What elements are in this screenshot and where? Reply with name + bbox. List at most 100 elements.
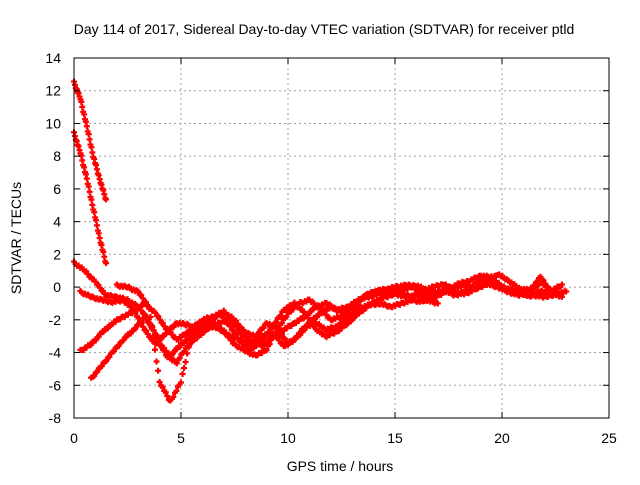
data-point <box>283 313 290 320</box>
data-point <box>95 333 102 340</box>
data-point <box>161 348 168 355</box>
data-point <box>141 312 148 319</box>
data-point <box>86 136 93 143</box>
data-point <box>265 329 272 336</box>
data-point <box>308 319 315 326</box>
data-point <box>179 370 186 377</box>
data-point <box>91 372 98 379</box>
data-point <box>182 358 189 365</box>
data-point <box>171 348 178 355</box>
x-tick-label: 15 <box>387 430 403 446</box>
data-point <box>147 334 154 341</box>
data-point <box>275 327 282 334</box>
data-point <box>132 325 139 332</box>
y-tick-label: 14 <box>45 50 61 66</box>
data-point <box>93 217 100 224</box>
axes: 0 5 10 15 20 25 -8 -6 -4 -2 0 2 4 6 8 10 12 14 <box>45 50 617 446</box>
data-point <box>164 393 171 400</box>
data-point <box>103 196 110 203</box>
data-point <box>281 335 288 342</box>
y-tick-label: 2 <box>53 246 61 262</box>
data-point <box>155 367 162 374</box>
data-point <box>278 320 285 327</box>
data-point <box>234 335 241 342</box>
data-point <box>83 123 90 130</box>
data-point <box>143 327 150 334</box>
data-points <box>71 78 570 404</box>
data-point <box>93 222 100 229</box>
data-point <box>277 312 284 319</box>
data-point <box>138 320 145 327</box>
data-point <box>563 288 570 295</box>
data-point <box>178 379 184 386</box>
data-point <box>155 313 162 320</box>
data-point <box>184 350 191 357</box>
data-point <box>263 347 270 354</box>
data-point <box>187 335 194 342</box>
data-point <box>92 337 99 344</box>
data-point <box>142 299 149 306</box>
data-point <box>86 188 93 195</box>
data-point <box>145 304 152 311</box>
x-tick-label: 0 <box>70 430 78 446</box>
data-point <box>148 325 155 332</box>
data-point <box>88 196 95 203</box>
data-point <box>85 131 92 138</box>
data-point <box>230 327 237 334</box>
y-tick-label: 4 <box>53 214 61 230</box>
data-point <box>176 355 183 362</box>
data-point <box>260 335 267 342</box>
data-point <box>103 358 110 365</box>
plot-frame <box>73 57 610 419</box>
data-point <box>181 364 188 371</box>
data-point <box>98 363 105 370</box>
x-tick-label: 5 <box>177 430 185 446</box>
data-point <box>170 394 177 401</box>
data-point <box>558 281 565 288</box>
data-point <box>301 326 308 333</box>
data-point <box>434 300 441 307</box>
data-point <box>233 331 240 338</box>
data-point <box>273 319 280 326</box>
data-point <box>135 288 142 295</box>
data-point <box>159 320 166 327</box>
data-point <box>130 306 137 312</box>
data-point <box>156 316 163 323</box>
data-point <box>158 342 165 349</box>
y-tick-label: -4 <box>49 345 62 361</box>
data-point <box>305 314 312 321</box>
series-track-7 <box>77 279 565 353</box>
data-point <box>115 343 122 350</box>
chart-title: Day 114 of 2017, Sidereal Day-to-day VTE… <box>74 21 575 37</box>
y-tick-label: 10 <box>45 115 61 131</box>
data-point <box>143 315 150 322</box>
x-tick-label: 10 <box>280 430 296 446</box>
x-tick-label: 20 <box>494 430 510 446</box>
data-point <box>111 348 118 355</box>
data-point <box>162 389 169 396</box>
y-tick-label: 0 <box>53 279 61 295</box>
data-point <box>260 324 267 331</box>
grid <box>74 58 609 418</box>
data-point <box>227 323 234 330</box>
data-point <box>173 360 180 367</box>
y-tick-label: -8 <box>49 410 62 426</box>
y-tick-label: 8 <box>53 148 61 164</box>
data-point <box>252 334 259 341</box>
data-point <box>255 329 262 336</box>
data-point <box>147 313 154 320</box>
data-point <box>139 295 146 302</box>
data-point <box>106 353 113 360</box>
data-point <box>297 331 304 338</box>
data-point <box>140 323 147 330</box>
data-point <box>152 346 159 353</box>
data-point <box>153 332 160 339</box>
y-tick-label: 12 <box>45 83 61 99</box>
data-point <box>350 304 357 311</box>
data-point <box>88 144 95 151</box>
data-point <box>85 183 92 190</box>
data-point <box>83 175 90 182</box>
data-point <box>159 384 166 391</box>
